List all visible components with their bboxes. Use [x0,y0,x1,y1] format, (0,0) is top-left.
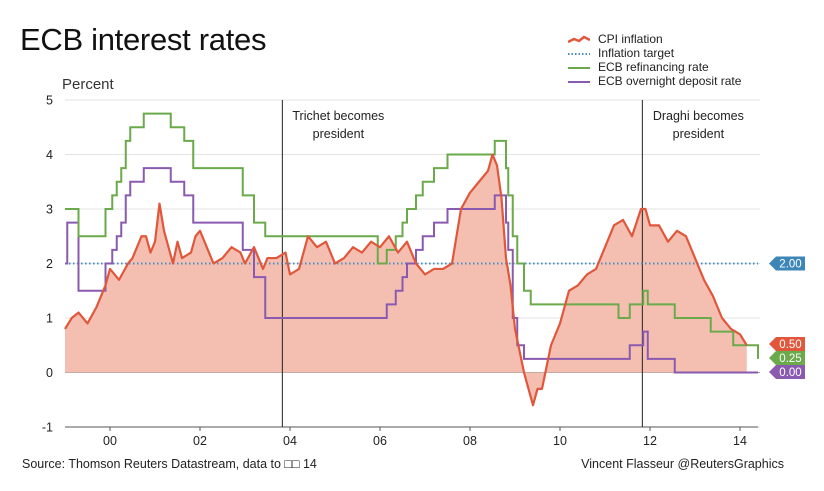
legend-item-refi: ECB refinancing rate [568,60,741,74]
y-tick-label: 4 [46,148,53,162]
end-badge-0.50 [769,337,805,351]
annotation-text-0: Trichet becomes [292,109,384,123]
legend-item-cpi: CPI inflation [567,32,741,46]
x-tick-label: 08 [463,434,477,448]
legend: CPI inflation Inflation target ECB refin… [567,32,741,88]
cpi-line [64,153,748,407]
y-tick-label: -1 [42,421,53,435]
legend-label-deposit: ECB overnight deposit rate [598,74,742,88]
x-tick-label: 10 [553,434,567,448]
x-tick-label: 04 [283,434,297,448]
legend-swatch-refi [568,62,590,72]
y-tick-label: 0 [46,366,53,380]
credit-note: Vincent Flasseur @ReutersGraphics [581,457,784,471]
y-axis-label: Percent [62,76,114,93]
chart-title: ECB interest rates [20,22,267,57]
legend-item-deposit: ECB overnight deposit rate [568,74,741,88]
end-badge-label: 0.00 [779,367,801,379]
legend-label-cpi: CPI inflation [598,32,663,46]
legend-label-target: Inflation target [598,46,675,60]
end-badge-2.00 [769,256,805,271]
x-tick-label: 14 [733,434,747,448]
y-tick-label: 5 [46,94,53,108]
legend-item-target: Inflation target [568,46,741,60]
legend-swatch-deposit [568,76,590,86]
y-tick-label: 1 [46,312,53,326]
end-badge-label: 2.00 [779,259,801,271]
x-tick-label: 00 [103,434,117,448]
y-tick-label: 3 [46,203,53,217]
x-tick-label: 06 [373,434,387,448]
source-note: Source: Thomson Reuters Datastream, data… [22,457,317,471]
x-tick-label: 02 [193,434,207,448]
end-badge-label: 0.25 [779,353,801,365]
annotation-text-0: president [313,127,365,141]
annotation-text-1: Draghi becomes [653,109,744,123]
y-tick-label: 2 [46,257,53,271]
refi-rate-line [65,112,759,359]
end-badge-0.25 [769,351,805,365]
end-badge-label: 0.50 [779,339,801,351]
cpi-area [65,154,747,406]
annotation-text-1: president [673,127,725,141]
legend-swatch-cpi [567,34,591,44]
legend-label-refi: ECB refinancing rate [598,60,709,74]
deposit-rate-line [65,167,758,374]
legend-swatch-target [568,48,590,58]
end-badge-0.00 [769,365,805,379]
x-tick-label: 12 [643,434,657,448]
